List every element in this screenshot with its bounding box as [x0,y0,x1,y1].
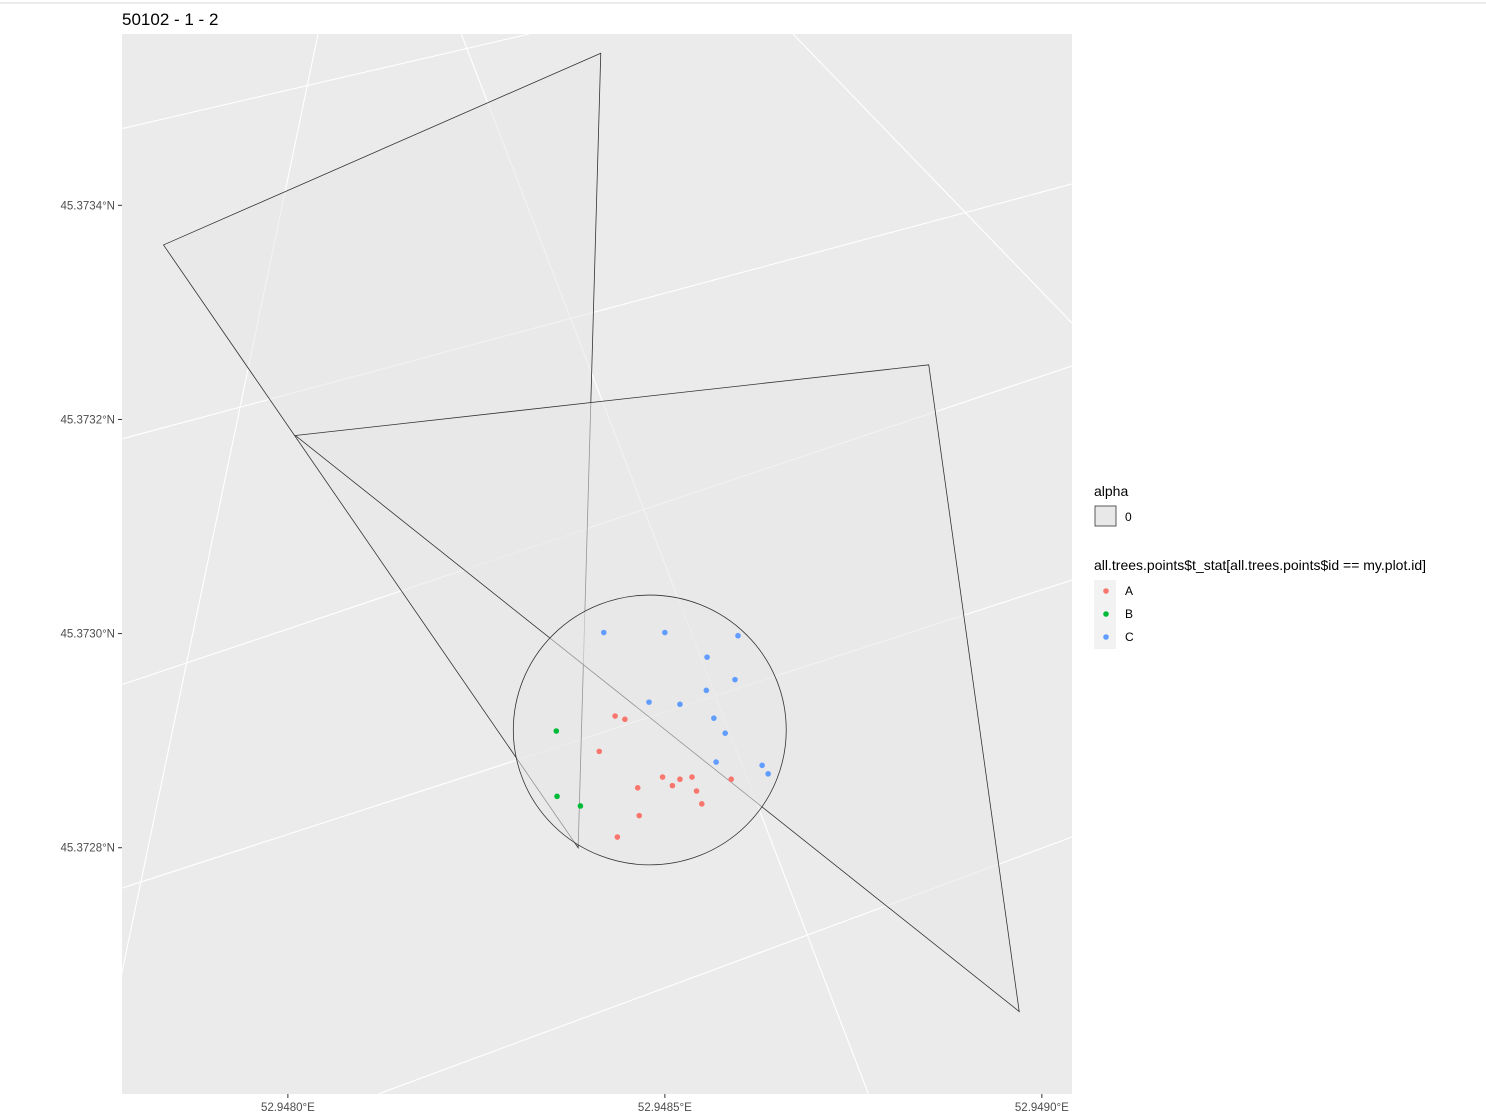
point-c [711,715,717,721]
x-tick-label: 52.9485°E [638,1102,692,1114]
y-tick-label: 45.3734°N [61,200,115,212]
point-a [728,776,734,782]
legend-label-alpha: 0 [1125,510,1132,524]
y-tick-label: 45.3730°N [61,629,115,641]
legend-key-point-a [1103,588,1109,594]
point-c [765,771,771,777]
point-c [713,759,719,765]
point-c [759,762,765,768]
point-a [677,776,683,782]
point-a [596,749,602,755]
point-a [699,801,705,807]
point-b [554,794,560,800]
plot-panel [114,34,1072,1094]
point-c [662,630,668,636]
legend: alpha 0 all.trees.points$t_stat[all.trees.… [1094,483,1426,649]
point-a [670,783,676,789]
legend-key-alpha [1095,506,1116,526]
legend-title-tstat: all.trees.points$t_stat[all.trees.points… [1094,557,1426,573]
x-tick-label: 52.9480°E [261,1102,315,1114]
point-a [660,774,666,780]
y-tick-label: 45.3732°N [61,414,115,426]
legend-label-tstat: C [1125,630,1134,644]
point-c [601,630,607,636]
x-tick-label: 52.9490°E [1015,1102,1069,1114]
point-a [689,774,695,780]
point-b [578,803,584,809]
point-a [636,813,642,819]
legend-key-point-c [1103,634,1109,640]
legend-label-tstat: A [1125,584,1133,598]
legend-key-point-b [1103,611,1109,617]
point-c [722,730,728,736]
point-c [735,633,741,639]
point-b [553,728,559,734]
point-c [732,677,738,683]
point-a [694,788,700,794]
point-c [704,654,710,660]
point-c [677,701,683,707]
point-c [704,688,710,694]
legend-title-alpha: alpha [1094,483,1128,499]
y-tick-label: 45.3728°N [61,843,115,855]
chart-title: 50102 - 1 - 2 [122,10,218,29]
point-a [635,785,641,791]
point-a [612,713,618,719]
point-a [615,834,621,840]
legend-label-tstat: B [1125,607,1133,621]
point-c [646,699,652,705]
point-a [622,716,628,722]
